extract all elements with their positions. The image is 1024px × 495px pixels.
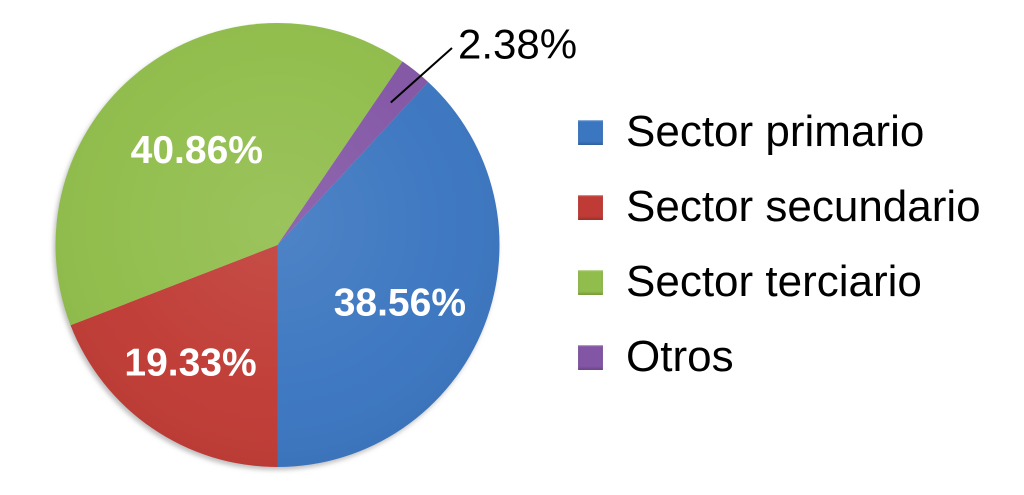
legend-label-sector-primario: Sector primario <box>626 107 925 156</box>
callout-leader-line <box>390 47 453 104</box>
legend-swatch-otros <box>578 344 603 370</box>
pie-label-sector-primario: 38.56% <box>334 282 466 325</box>
legend-swatch-sector-secundario <box>578 194 603 220</box>
pie-label-sector-terciario: 40.86% <box>131 129 263 172</box>
pie-label-sector-secundario: 19.33% <box>124 341 256 384</box>
legend-swatch-sector-primario <box>578 119 603 145</box>
callout-label-otros: 2.38% <box>458 21 577 68</box>
pie-sheen <box>55 23 500 467</box>
legend-label-sector-terciario: Sector terciario <box>626 257 922 306</box>
legend-label-sector-secundario: Sector secundario <box>626 182 981 231</box>
legend-item-otros: Otros <box>578 332 981 382</box>
legend-label-otros: Otros <box>626 332 734 381</box>
chart-legend: Sector primario Sector secundario Sector t… <box>578 107 981 407</box>
legend-item-sector-primario: Sector primario <box>578 107 981 157</box>
legend-item-sector-secundario: Sector secundario <box>578 182 981 232</box>
legend-swatch-sector-terciario <box>578 269 603 295</box>
legend-item-sector-terciario: Sector terciario <box>578 257 981 307</box>
